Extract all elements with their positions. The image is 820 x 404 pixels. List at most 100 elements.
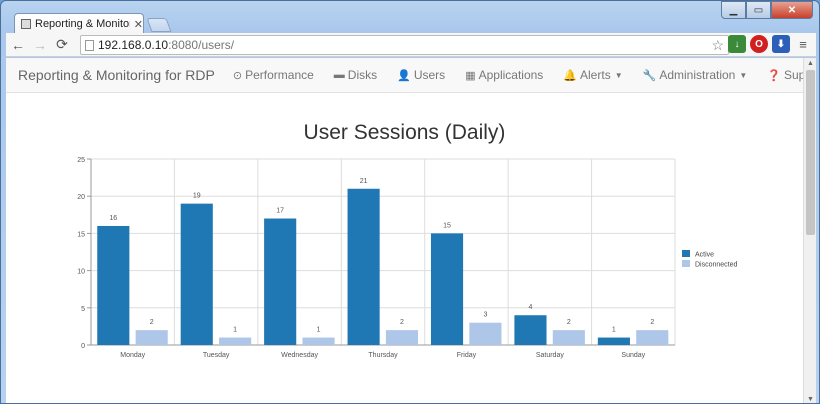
bar-active-friday bbox=[430, 233, 464, 345]
bar-active-monday bbox=[97, 225, 130, 345]
data-label: 19 bbox=[193, 193, 201, 200]
y-tick-label: 15 bbox=[77, 231, 85, 238]
favicon-icon bbox=[21, 19, 31, 29]
x-tick-label: Wednesday bbox=[281, 352, 318, 359]
new-tab-button[interactable] bbox=[146, 18, 172, 32]
nav-label: Administration bbox=[659, 68, 736, 82]
vertical-scrollbar[interactable]: ▲ ▼ bbox=[803, 58, 816, 403]
nav-label: Alerts bbox=[580, 68, 611, 82]
nav-applications-link[interactable]: ▦ Applications bbox=[465, 68, 543, 82]
x-tick-label: Thursday bbox=[368, 352, 398, 359]
nav-label: Performance bbox=[245, 68, 314, 82]
bar-disconnected-saturday bbox=[552, 330, 585, 345]
data-label: 3 bbox=[483, 312, 487, 319]
tab-strip: Reporting & Monitoring f ✕ ▁ ▭ ✕ bbox=[1, 1, 819, 34]
data-label: 2 bbox=[650, 319, 654, 326]
nav-performance-link[interactable]: ⊙ Performance bbox=[233, 68, 314, 82]
bar-disconnected-thursday bbox=[385, 330, 419, 345]
wrench-icon: 🔧 bbox=[642, 69, 657, 82]
bar-active-sunday bbox=[597, 337, 630, 345]
close-window-button[interactable]: ✕ bbox=[771, 1, 813, 19]
page-viewport: Reporting & Monitoring for RDP ⊙ Performa… bbox=[6, 58, 816, 403]
nav-disks-link[interactable]: ▬ Disks bbox=[334, 68, 377, 82]
data-label: 1 bbox=[233, 327, 237, 334]
extension-icon[interactable]: ↓ bbox=[728, 35, 746, 53]
nav-label: Disks bbox=[347, 68, 378, 82]
extensions: ↓ O ⬇ ≡ bbox=[728, 35, 812, 53]
scroll-thumb[interactable] bbox=[806, 70, 815, 235]
nav-label: Applications bbox=[478, 68, 544, 82]
y-tick-label: 20 bbox=[77, 194, 85, 201]
bar-disconnected-sunday bbox=[636, 330, 669, 345]
x-tick-label: Sunday bbox=[621, 352, 645, 359]
data-label: 21 bbox=[360, 178, 368, 185]
brand-link[interactable]: Reporting & Monitoring for RDP bbox=[18, 67, 215, 83]
bar-active-thursday bbox=[347, 188, 380, 345]
grid-icon: ▦ bbox=[465, 69, 476, 82]
legend-swatch-disconnected bbox=[682, 260, 690, 267]
question-icon: ❓ bbox=[767, 69, 781, 82]
minimize-button[interactable]: ▁ bbox=[721, 1, 746, 19]
bar-chart: 0 5 10 15 20 25 16 2 Monday 19 1 Tuesday 17 1 Wednesda… bbox=[77, 157, 738, 359]
bar-active-wednesday bbox=[264, 218, 297, 345]
x-tick-label: Monday bbox=[120, 352, 145, 359]
bookmark-star-icon[interactable]: ☆ bbox=[711, 36, 724, 53]
url-host: 192.168.0.10 bbox=[98, 38, 169, 52]
user-icon: 👤 bbox=[397, 69, 411, 82]
nav-left: ⊙ Performance ▬ Disks 👤 Users ▦ Applications 🔔 Al… bbox=[233, 68, 643, 82]
data-label: 1 bbox=[612, 327, 616, 334]
caret-down-icon: ▼ bbox=[614, 70, 623, 80]
caret-down-icon: ▼ bbox=[739, 70, 748, 80]
nav-administration-link[interactable]: 🔧 Administration ▼ bbox=[643, 68, 748, 82]
y-tick-label: 5 bbox=[81, 306, 85, 313]
data-label: 2 bbox=[400, 319, 404, 326]
maximize-button[interactable]: ▭ bbox=[746, 1, 771, 19]
x-tick-label: Saturday bbox=[536, 352, 565, 359]
bar-disconnected-monday bbox=[135, 330, 168, 345]
tab-close-icon[interactable]: ✕ bbox=[133, 18, 143, 31]
data-label: 4 bbox=[529, 304, 533, 311]
bar-disconnected-friday bbox=[469, 322, 502, 345]
back-icon[interactable]: ← bbox=[11, 36, 25, 53]
download-icon[interactable]: ⬇ bbox=[772, 35, 790, 53]
data-label: 2 bbox=[567, 319, 571, 326]
forward-icon[interactable]: → bbox=[33, 36, 47, 53]
nav-right: 🔧Administration▼❓Support▼ bbox=[643, 68, 816, 82]
bar-disconnected-wednesday bbox=[302, 337, 335, 345]
nav-users-link[interactable]: 👤 Users bbox=[397, 68, 445, 82]
reload-icon[interactable]: ⟳ bbox=[56, 36, 68, 52]
address-bar[interactable]: 192.168.0.10:8080/users/ ☆ bbox=[80, 35, 729, 55]
data-label: 2 bbox=[150, 319, 154, 326]
nav-alerts-link[interactable]: 🔔 Alerts ▼ bbox=[563, 68, 622, 82]
legend-label-disconnected: Disconnected bbox=[695, 262, 738, 269]
bell-icon: 🔔 bbox=[563, 69, 578, 82]
chart-title: User Sessions (Daily) bbox=[303, 121, 506, 144]
data-label: 1 bbox=[317, 327, 321, 334]
legend-swatch-active bbox=[682, 250, 690, 257]
tab-title: Reporting & Monitoring f bbox=[35, 18, 130, 30]
x-tick-label: Friday bbox=[457, 352, 477, 359]
x-tick-label: Tuesday bbox=[203, 352, 230, 359]
browser-toolbar: ← → ⟳ 192.168.0.10:8080/users/ ☆ ↓ O ⬇ ≡ bbox=[6, 33, 816, 57]
menu-icon[interactable]: ≡ bbox=[799, 36, 807, 52]
data-label: 17 bbox=[276, 208, 284, 215]
scroll-down-icon[interactable]: ▼ bbox=[807, 396, 814, 403]
page-icon bbox=[85, 39, 94, 51]
nav-label: Users bbox=[413, 68, 446, 82]
clock-icon: ⊙ bbox=[232, 69, 243, 82]
hdd-icon: ▬ bbox=[333, 69, 345, 81]
chart-container: User Sessions (Daily) 0 5 10 15 20 25 16 2 Monda… bbox=[6, 94, 803, 403]
y-tick-label: 10 bbox=[77, 269, 85, 276]
scroll-up-icon[interactable]: ▲ bbox=[807, 60, 814, 67]
legend-label-active: Active bbox=[695, 252, 714, 259]
y-tick-label: 25 bbox=[77, 157, 85, 164]
bar-active-tuesday bbox=[180, 203, 213, 345]
y-tick-label: 0 bbox=[81, 343, 85, 350]
data-label: 16 bbox=[109, 215, 117, 222]
data-label: 15 bbox=[443, 222, 451, 229]
opera-icon[interactable]: O bbox=[750, 35, 768, 53]
app-navbar: Reporting & Monitoring for RDP ⊙ Performa… bbox=[6, 58, 816, 93]
bar-active-saturday bbox=[514, 315, 547, 345]
browser-tab[interactable]: Reporting & Monitoring f ✕ bbox=[14, 13, 144, 34]
